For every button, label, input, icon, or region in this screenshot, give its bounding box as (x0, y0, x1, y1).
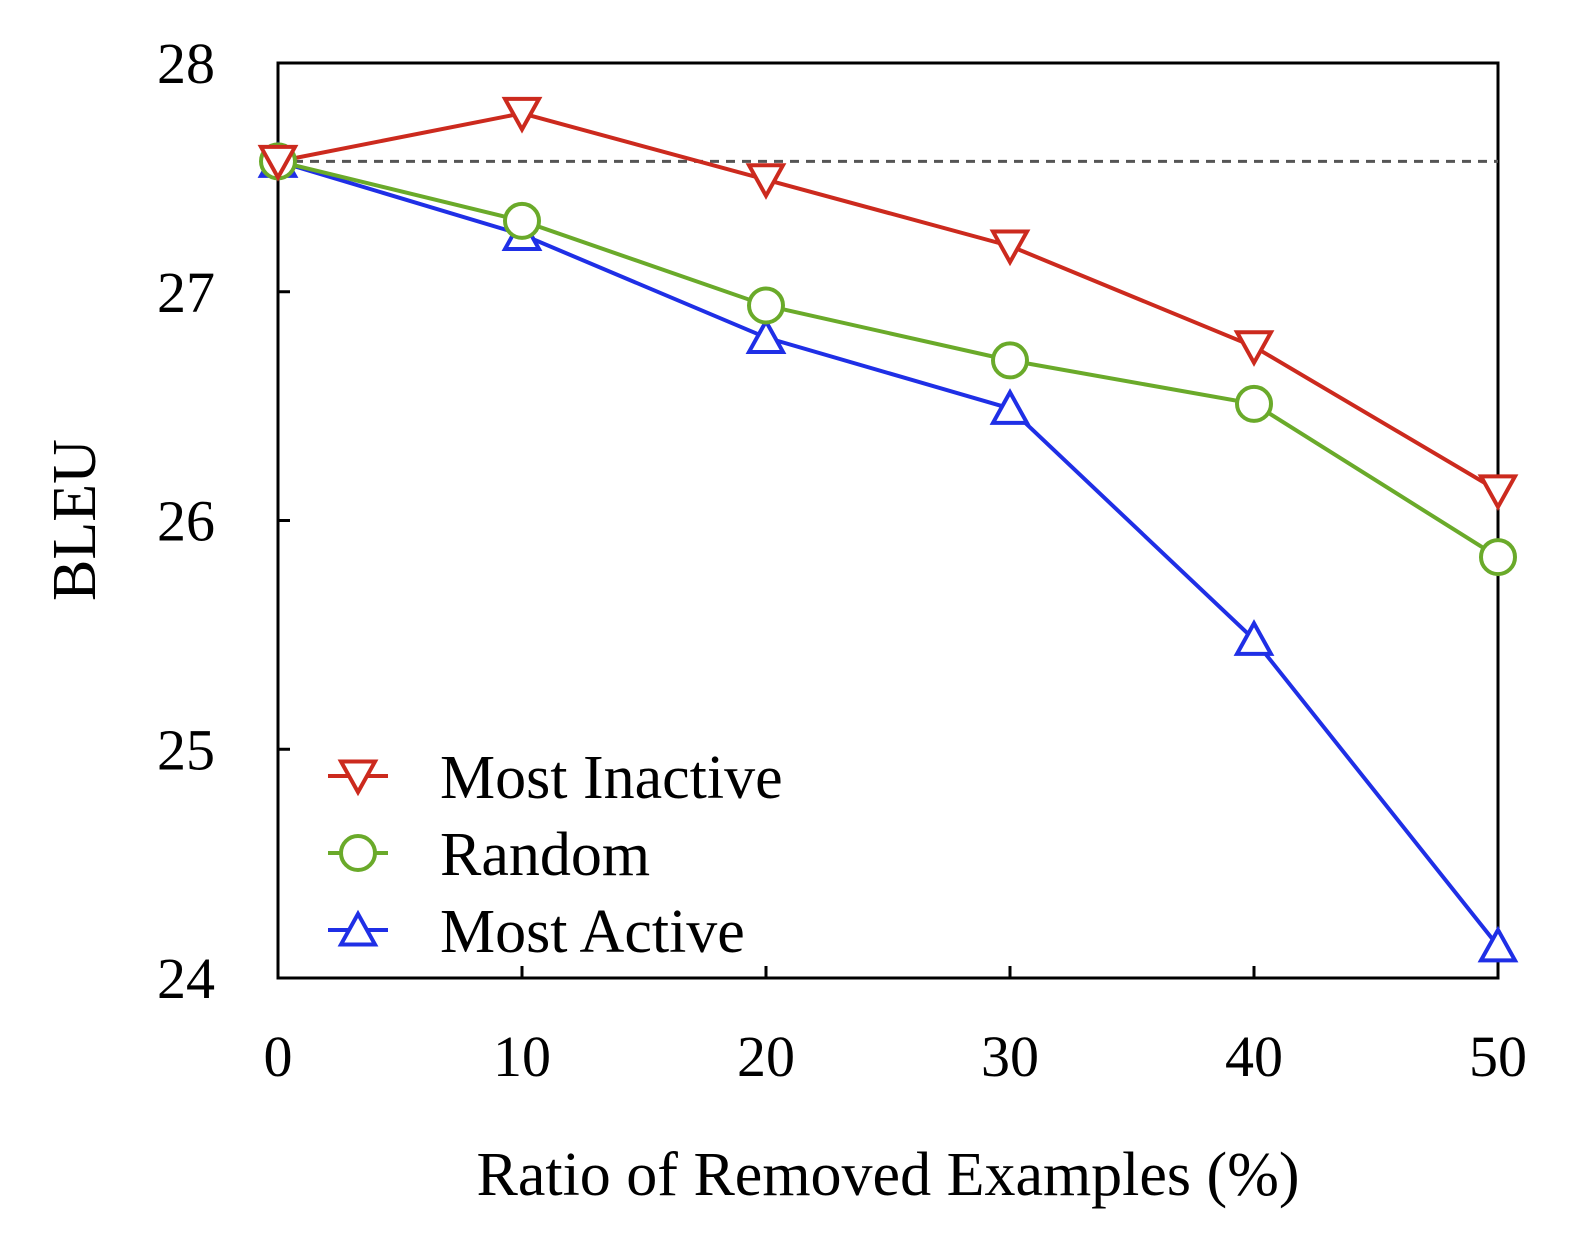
legend-marker-most-inactive (337, 759, 379, 797)
data-point-most-active (1477, 925, 1519, 963)
series-line-random (277, 159, 1500, 559)
data-point-most-inactive (257, 144, 299, 182)
data-point-most-inactive (745, 163, 787, 200)
x-tick-label: 40 (1225, 1024, 1283, 1089)
plot-area: 24 25 26 27 28 0 10 20 30 40 50 Most Inactive Random… (157, 31, 1527, 1089)
series-line-most-inactive (277, 111, 1500, 493)
data-point-random (991, 341, 1029, 380)
data-point-most-active (989, 388, 1031, 425)
legend: Most Inactive Random Most Active (328, 744, 783, 966)
data-point-random (503, 201, 541, 240)
x-axis-label: Ratio of Removed Examples (%) (476, 1141, 1299, 1209)
x-tick-label: 10 (493, 1024, 551, 1089)
data-point-most-inactive (989, 229, 1031, 267)
y-tick-label: 27 (157, 260, 215, 325)
legend-label-most-active: Most Active (440, 898, 745, 966)
y-tick-label: 28 (157, 31, 215, 96)
x-tick-label: 50 (1469, 1024, 1527, 1089)
data-point-most-active (1233, 619, 1275, 656)
y-tick-label: 24 (157, 946, 215, 1011)
legend-label-most-inactive: Most Inactive (440, 744, 783, 812)
data-point-most-inactive (1233, 330, 1275, 367)
data-point-random (747, 286, 785, 325)
legend-label-random: Random (440, 821, 650, 889)
series-line-most-active (277, 159, 1500, 948)
data-point-most-inactive (501, 96, 543, 134)
data-point-most-active (745, 317, 787, 354)
data-point-most-inactive (1477, 474, 1519, 512)
data-point-random (1479, 538, 1517, 577)
y-tick-label: 25 (157, 717, 215, 782)
y-tick-label: 26 (157, 489, 215, 554)
x-tick-label: 30 (981, 1024, 1039, 1089)
legend-marker-random (339, 834, 377, 872)
y-axis-label: BLEU (41, 439, 109, 601)
x-tick-label: 0 (264, 1024, 293, 1089)
x-tick-label: 20 (737, 1024, 795, 1089)
data-point-random (1235, 384, 1273, 423)
legend-marker-most-active (337, 909, 379, 947)
